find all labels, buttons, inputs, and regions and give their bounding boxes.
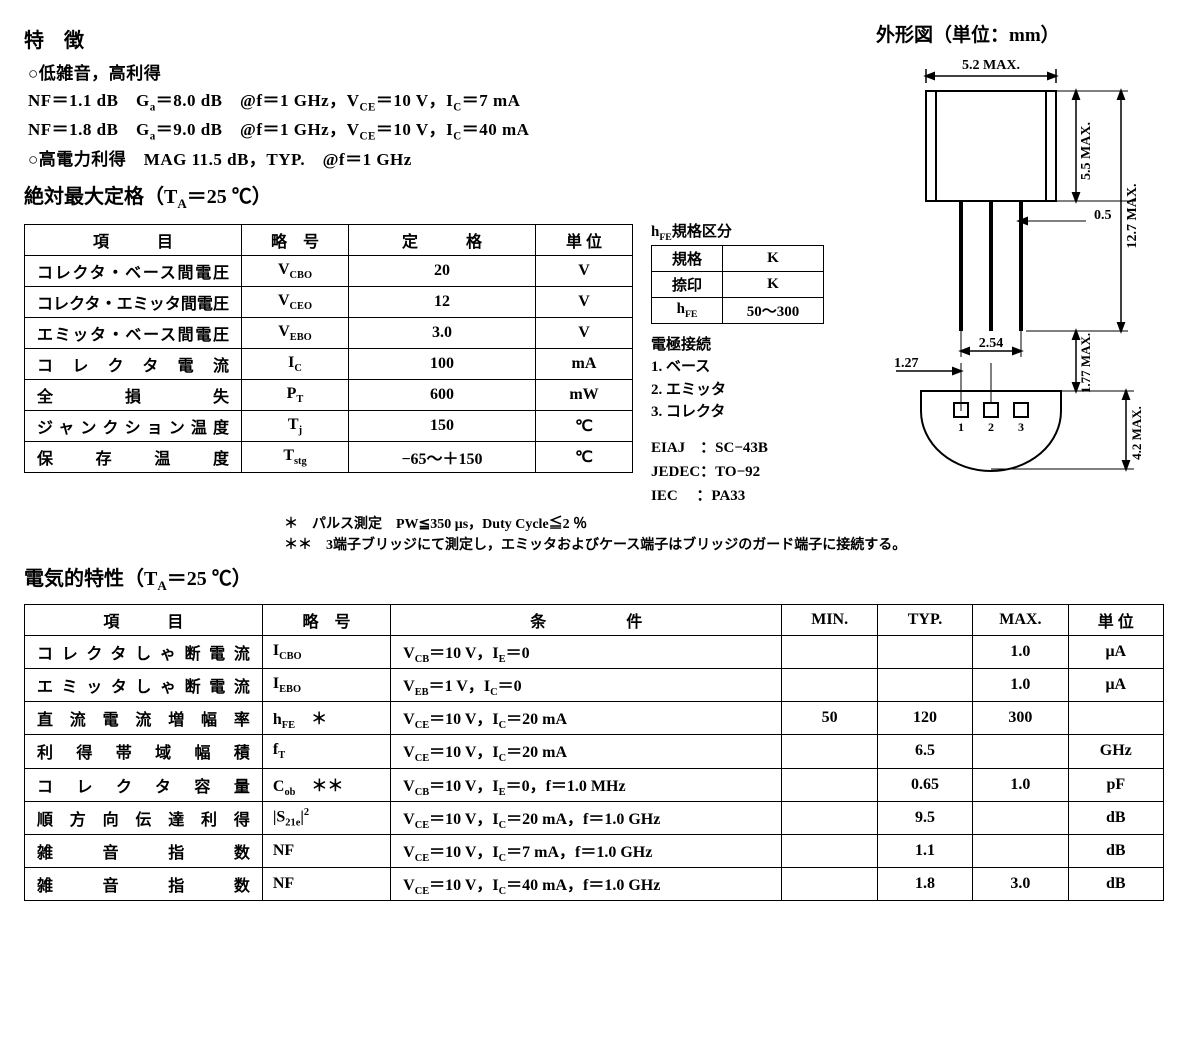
std-eiaj: EIAJ ：SC−43B [651,436,824,460]
features-line4: ○高電力利得 MAG 11.5 dB，TYP. @f＝1 GHz [28,145,860,170]
features-line1: ○低雑音，高利得 [28,59,860,84]
pin-2: 2. エミッタ [651,379,824,402]
absmax-title: 絶対最大定格（TA＝25 ℃） [24,180,860,212]
table-row: 捺印K [652,271,824,297]
table-row: 全損失PT600mW [25,379,633,410]
table-row: エミッタしゃ断電流IEBOVEB＝1 V，IC＝01.0μA [25,668,1164,701]
dim-width: 5.2 MAX. [962,58,1020,73]
table-row: 直流電流増幅率hFE ＊VCE＝10 V，IC＝20 mA50120300 [25,702,1164,735]
features-line2: NF＝1.1 dB Ga＝8.0 dB @f＝1 GHz，VCE＝10 V，IC… [28,86,860,113]
hfe-title: hFE規格区分 [651,220,824,243]
features-title: 特 徴 [24,24,860,53]
standards-list: EIAJ ：SC−43B JEDEC：TO−92 IEC ：PA33 [651,436,824,508]
table-row: コレクタしゃ断電流ICBOVCB＝10 V，IE＝01.0μA [25,635,1164,668]
dim-pitch: 2.54 [979,336,1004,351]
table-row: エミッタ・ベース間電圧VEBO3.0V [25,317,633,348]
table-row: コレクタ容量Cob ＊＊VCB＝10 V，IE＝0，f＝1.0 MHz0.651… [25,768,1164,801]
elec-table: 項 目略 号条 件MIN.TYP.MAX.単 位コレクタしゃ断電流ICBOVCB… [24,604,1164,902]
note-1: ＊ パルス測定 PW≦350 μs，Duty Cycle≦2 ％ [284,514,1176,535]
table-row: 規格K [652,245,824,271]
svg-text:2: 2 [988,420,994,434]
dim-lead-t: 0.5 [1094,208,1112,223]
table-row: 雑音指数NFVCE＝10 V，IC＝7 mA，f＝1.0 GHz1.1dB [25,834,1164,867]
std-iec: IEC ：PA33 [651,484,824,508]
absmax-table: 項 目略 号定 格単 位コレクタ・ベース間電圧VCBO20Vコレクタ・エミッタ間… [24,224,633,473]
dim-bottom-h: 4.2 MAX. [1129,406,1144,460]
footnotes: ＊ パルス測定 PW≦350 μs，Duty Cycle≦2 ％ ＊＊ 3端子ブ… [284,514,1176,556]
note-2: ＊＊ 3端子ブリッジにて測定し，エミッタおよびケース端子はブリッジのガード端子に… [284,535,1176,556]
svg-text:1: 1 [958,420,964,434]
outline-drawing: 5.2 MAX. 5.5 MAX. 12.7 MAX. 0.5 2.54 1.2… [876,51,1166,481]
dim-lead-h: 1.77 MAX. [1078,333,1093,393]
dim-body-h: 5.5 MAX. [1079,122,1094,180]
elec-title: 電気的特性（TA＝25 ℃） [24,562,252,594]
table-row: 雑音指数NFVCE＝10 V，IC＝40 mA，f＝1.0 GHz1.83.0d… [25,868,1164,901]
std-jedec: JEDEC：TO−92 [651,460,824,484]
table-row: コレクタ・エミッタ間電圧VCEO12V [25,286,633,317]
table-row: hFE50〜300 [652,297,824,323]
table-row: 利得帯域幅積fTVCE＝10 V，IC＝20 mA6.5GHz [25,735,1164,768]
outline-title: 外形図（単位：mm） [876,20,1176,47]
table-row: 保存温度Tstg−65〜＋150℃ [25,441,633,472]
table-row: ジャンクション温度Tj150℃ [25,410,633,441]
table-row: コレクタ・ベース間電圧VCBO20V [25,255,633,286]
dim-total-h: 12.7 MAX. [1125,184,1140,249]
features-line3: NF＝1.8 dB Ga＝9.0 dB @f＝1 GHz，VCE＝10 V，IC… [28,115,860,142]
pin-1: 1. ベース [651,356,824,379]
pins-heading: 電極接続 [651,334,824,357]
table-row: 順方向伝達利得|S21e|2VCE＝10 V，IC＝20 mA，f＝1.0 GH… [25,801,1164,834]
pin-title: 電極接続 1. ベース 2. エミッタ 3. コレクタ [651,334,824,424]
pin-3: 3. コレクタ [651,401,824,424]
hfe-table: 規格K捺印KhFE50〜300 [651,245,824,324]
table-row: コレクタ電流IC100mA [25,348,633,379]
dim-offset: 1.27 [894,356,919,371]
svg-text:3: 3 [1018,420,1024,434]
